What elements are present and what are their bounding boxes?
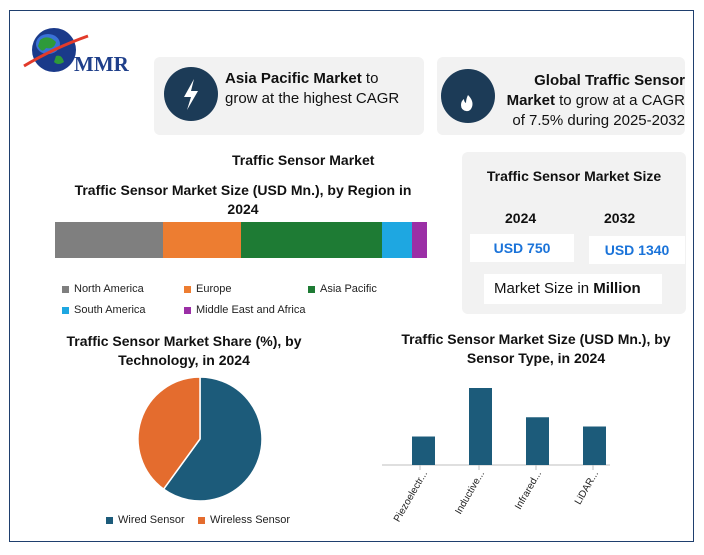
market-size-title: Traffic Sensor Market Size — [486, 168, 662, 184]
legend-swatch — [184, 285, 191, 293]
region-segment-europe — [162, 222, 241, 258]
legend-swatch — [62, 285, 69, 293]
x-tick-label-piezoelectr: Piezoelectr... — [392, 469, 430, 524]
legend-item-north-america: North America — [62, 283, 144, 295]
technology-pie-chart — [137, 376, 263, 502]
sensor-type-chart-title: Traffic Sensor Market Size (USD Mn.), by… — [401, 331, 671, 366]
x-tick-label-inductive: Inductive... — [453, 469, 487, 516]
legend-swatch — [62, 306, 69, 314]
region-segment-asia-pacific — [240, 222, 383, 258]
legend-item-south-america: South America — [62, 304, 146, 316]
x-tick-label-infrared: Infrared... — [513, 469, 544, 512]
legend-swatch — [308, 285, 315, 293]
legend-label: Europe — [196, 283, 232, 295]
legend-label: Asia Pacific — [320, 283, 377, 295]
legend-item-asia-pacific: Asia Pacific — [308, 283, 377, 295]
legend-item-wireless-sensor: Wireless Sensor — [198, 514, 290, 526]
legend-label: South America — [74, 304, 146, 316]
mmr-globe-logo-icon — [23, 28, 89, 72]
legend-item-wired-sensor: Wired Sensor — [106, 514, 185, 526]
bar-piezoelectr — [412, 436, 435, 465]
market-size-unit: Market Size in Million — [484, 274, 662, 304]
global-cagr-card-text: Global Traffic Sensor Market to grow at … — [506, 72, 685, 129]
pie-slice-wired-sensor — [162, 376, 263, 502]
logo-text: MMR — [74, 52, 129, 76]
region-chart-title: Traffic Sensor Market Size (USD Mn.), by… — [74, 182, 412, 217]
bar-lidar — [583, 426, 606, 465]
region-stacked-bar — [55, 222, 427, 258]
infographic-frame — [9, 10, 694, 542]
legend-swatch — [106, 516, 113, 524]
asia-pacific-card: Asia Pacific Market to grow at the highe… — [154, 57, 424, 135]
value-2032: USD 1340 — [589, 236, 685, 264]
legend-label: Wireless Sensor — [210, 514, 291, 526]
global-cagr-card: Global Traffic Sensor Market to grow at … — [437, 57, 685, 135]
region-segment-south-america — [382, 222, 413, 258]
market-size-card: Traffic Sensor Market Size 2024 2032 USD… — [462, 152, 686, 314]
legend-swatch — [184, 306, 191, 314]
legend-label: North America — [74, 283, 144, 295]
year-2032-label: 2032 — [604, 210, 636, 226]
bar-inductive — [469, 388, 492, 465]
pie-slice-wireless-sensor — [137, 376, 201, 491]
legend-item-middle-east-and-africa: Middle East and Africa — [184, 304, 305, 316]
technology-legend: Wired Sensor Wireless Sensor — [106, 514, 326, 530]
flame-icon — [441, 69, 495, 123]
region-segment-north-america — [55, 222, 163, 258]
region-segment-middle-east-and-africa — [412, 222, 427, 258]
region-legend: North America Europe Asia Pacific South Ame… — [62, 283, 422, 323]
year-2024-label: 2024 — [505, 210, 537, 226]
asia-pacific-card-text: Asia Pacific Market to grow at the highe… — [225, 70, 400, 107]
legend-label: Middle East and Africa — [196, 304, 306, 316]
sensor-type-bar-chart: Piezoelectr... Inductive... Infrared... LiD… — [382, 388, 610, 524]
technology-chart-title: Traffic Sensor Market Share (%), by Tech… — [66, 333, 302, 368]
value-2024: USD 750 — [470, 234, 574, 262]
lightning-icon — [164, 67, 218, 121]
legend-label: Wired Sensor — [118, 514, 185, 526]
x-tick-label-lidar: LiDAR... — [573, 469, 601, 507]
bar-infrared — [526, 417, 549, 465]
main-title: Traffic Sensor Market — [232, 152, 375, 168]
legend-swatch — [198, 516, 205, 524]
legend-item-europe: Europe — [184, 283, 231, 295]
